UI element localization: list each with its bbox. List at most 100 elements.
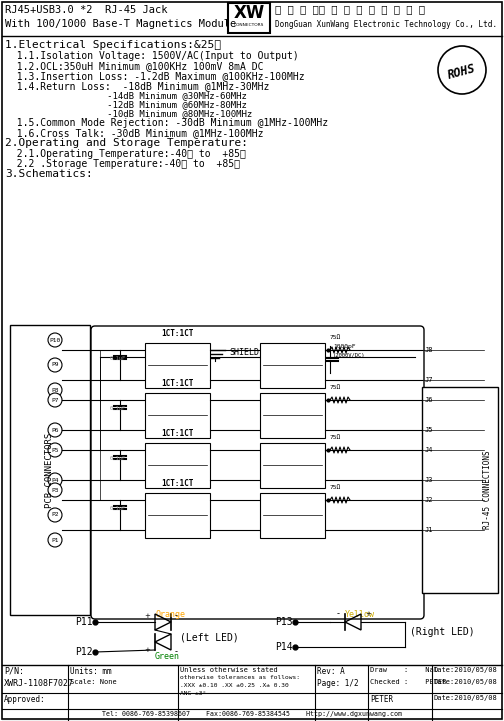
Text: 1000pF: 1000pF	[333, 344, 355, 349]
Bar	[260, 443, 325, 487]
Bar	[145, 342, 210, 387]
Text: 2.2 .Storage Temperature:-40℃ to  +85℃: 2.2 .Storage Temperature:-40℃ to +85℃	[5, 159, 240, 169]
Circle shape	[48, 358, 62, 372]
Text: Checked :    PETER: Checked : PETER	[370, 679, 447, 685]
Bar	[422, 387, 498, 593]
Text: P13: P13	[275, 617, 293, 627]
Text: 1CT:1CT: 1CT:1CT	[161, 479, 194, 488]
Text: P4: P4	[51, 477, 59, 482]
Text: Date:2010/05/08: Date:2010/05/08	[434, 667, 498, 673]
Text: +: +	[144, 647, 150, 653]
Circle shape	[48, 383, 62, 397]
Text: Green: Green	[155, 652, 180, 661]
Text: RJ45+USB3.0 *2  RJ-45 Jack: RJ45+USB3.0 *2 RJ-45 Jack	[5, 5, 167, 15]
Text: J7: J7	[425, 377, 433, 383]
Text: Date:2010/05/08: Date:2010/05/08	[434, 695, 498, 701]
Circle shape	[438, 46, 486, 94]
Text: 1.5.Common Mode Rejection: -30dB Minimum @1MHz-100MHz: 1.5.Common Mode Rejection: -30dB Minimum…	[5, 118, 328, 128]
Text: ANG ±3°: ANG ±3°	[180, 691, 206, 696]
Text: J3: J3	[425, 477, 433, 483]
Text: 东 菞 市 迅旺 电 子 科 技 有 限 公 司: 东 菞 市 迅旺 电 子 科 技 有 限 公 司	[275, 4, 425, 14]
Text: 1.3.Insertion Loss: -1.2dB Maximum @100KHz-100MHz: 1.3.Insertion Loss: -1.2dB Maximum @100K…	[5, 71, 304, 81]
Text: RJ-45 CONNECTIONS: RJ-45 CONNECTIONS	[483, 451, 492, 529]
Text: J6: J6	[425, 397, 433, 403]
Text: 1.4.Return Loss:  -18dB Minimum @1MHz-30MHz: 1.4.Return Loss: -18dB Minimum @1MHz-30M…	[5, 81, 269, 91]
Text: 1CT:1CT: 1CT:1CT	[161, 429, 194, 438]
Text: Yellow: Yellow	[345, 610, 375, 619]
Text: 0.1uF: 0.1uF	[110, 456, 126, 461]
Text: P5: P5	[51, 448, 59, 453]
Text: 1.Electrical Specifications:&25℃: 1.Electrical Specifications:&25℃	[5, 40, 221, 50]
FancyBboxPatch shape	[91, 326, 424, 619]
Text: ROHS: ROHS	[447, 62, 477, 82]
Text: XW: XW	[233, 4, 265, 22]
Text: otherwise tolerances as follows:: otherwise tolerances as follows:	[180, 675, 300, 680]
Text: +: +	[365, 611, 371, 617]
Bar	[228, 3, 270, 33]
Text: P14: P14	[275, 642, 293, 652]
Bar	[260, 492, 325, 537]
Text: Date:2010/05/08: Date:2010/05/08	[434, 679, 498, 685]
Text: 2.Operating and Storage Temperature:: 2.Operating and Storage Temperature:	[5, 138, 248, 148]
Text: 75Ω: 75Ω	[330, 385, 341, 390]
Text: Tel: 0086-769-85398607    Fax:0086-769-85384545    Http://www.dgxunwang.com: Tel: 0086-769-85398607 Fax:0086-769-8538…	[102, 711, 402, 717]
Text: P9: P9	[51, 363, 59, 368]
Text: 0.1uF: 0.1uF	[110, 406, 126, 411]
Text: P7: P7	[51, 397, 59, 402]
Text: 0.1uF: 0.1uF	[110, 356, 126, 361]
Text: P10: P10	[49, 337, 60, 342]
Text: DongGuan XunWang Electronic Technology Co., Ltd.: DongGuan XunWang Electronic Technology C…	[275, 20, 497, 29]
Text: J4: J4	[425, 447, 433, 453]
Circle shape	[48, 483, 62, 497]
Circle shape	[48, 508, 62, 522]
Text: 75Ω: 75Ω	[330, 335, 341, 340]
Text: CONNECTORS: CONNECTORS	[234, 23, 264, 27]
Text: 75Ω: 75Ω	[330, 435, 341, 440]
Text: SHIELD: SHIELD	[229, 348, 259, 357]
Text: J8: J8	[425, 347, 433, 353]
Text: 1.2.OCL:350uH Minimum @100KHz 100mV 8mA DC: 1.2.OCL:350uH Minimum @100KHz 100mV 8mA …	[5, 61, 264, 71]
Text: XWRJ-1108F7027: XWRJ-1108F7027	[4, 679, 74, 688]
Bar	[260, 392, 325, 438]
Text: 75Ω: 75Ω	[330, 485, 341, 490]
Circle shape	[48, 443, 62, 457]
Text: J2: J2	[425, 497, 433, 503]
Text: Page: 1/2: Page: 1/2	[317, 679, 359, 688]
Text: 1.6.Cross Talk: -30dB Minimum @1MHz-100MHz: 1.6.Cross Talk: -30dB Minimum @1MHz-100M…	[5, 128, 264, 138]
Text: P11: P11	[76, 617, 93, 627]
Text: Units: mm: Units: mm	[70, 667, 111, 676]
Text: +: +	[144, 613, 150, 619]
Bar	[10, 325, 90, 615]
Text: Unless otherwise stated: Unless otherwise stated	[180, 667, 278, 673]
Text: -10dB Minimum @80MHz-100MHz: -10dB Minimum @80MHz-100MHz	[5, 109, 252, 118]
Bar	[145, 443, 210, 487]
Text: J1: J1	[425, 527, 433, 533]
Circle shape	[48, 333, 62, 347]
Text: PCB CONNECTORS: PCB CONNECTORS	[45, 433, 54, 508]
Text: P3: P3	[51, 487, 59, 492]
Text: (Left LED): (Left LED)	[180, 632, 239, 642]
Text: P2: P2	[51, 513, 59, 518]
Text: (Right LED): (Right LED)	[410, 627, 475, 637]
Text: Rev: A: Rev: A	[317, 667, 345, 676]
Text: -: -	[175, 647, 178, 656]
Circle shape	[48, 393, 62, 407]
Text: 0.1uF: 0.1uF	[110, 506, 126, 511]
Text: J5: J5	[425, 427, 433, 433]
Text: Approved:: Approved:	[4, 695, 46, 704]
Text: 1CT:1CT: 1CT:1CT	[161, 329, 194, 338]
Text: PETER: PETER	[370, 695, 393, 704]
Text: With 100/1000 Base-T Magnetics Module: With 100/1000 Base-T Magnetics Module	[5, 19, 236, 29]
Text: -12dB Minimum @60MHz-80MHz: -12dB Minimum @60MHz-80MHz	[5, 100, 247, 109]
Bar	[145, 492, 210, 537]
Text: 2.1.Operating Temperature:-40℃ to  +85℃: 2.1.Operating Temperature:-40℃ to +85℃	[5, 149, 246, 159]
Text: Orange: Orange	[155, 610, 185, 619]
Circle shape	[48, 423, 62, 437]
Text: P/N:: P/N:	[4, 667, 24, 676]
Bar	[260, 342, 325, 387]
Text: P6: P6	[51, 428, 59, 433]
Text: -: -	[337, 609, 340, 619]
Text: -14dB Minimum @30MHz-60MHz: -14dB Minimum @30MHz-60MHz	[5, 91, 247, 100]
Text: Draw    :    Nal: Draw : Nal	[370, 667, 438, 673]
Text: 3.Schematics:: 3.Schematics:	[5, 169, 93, 179]
